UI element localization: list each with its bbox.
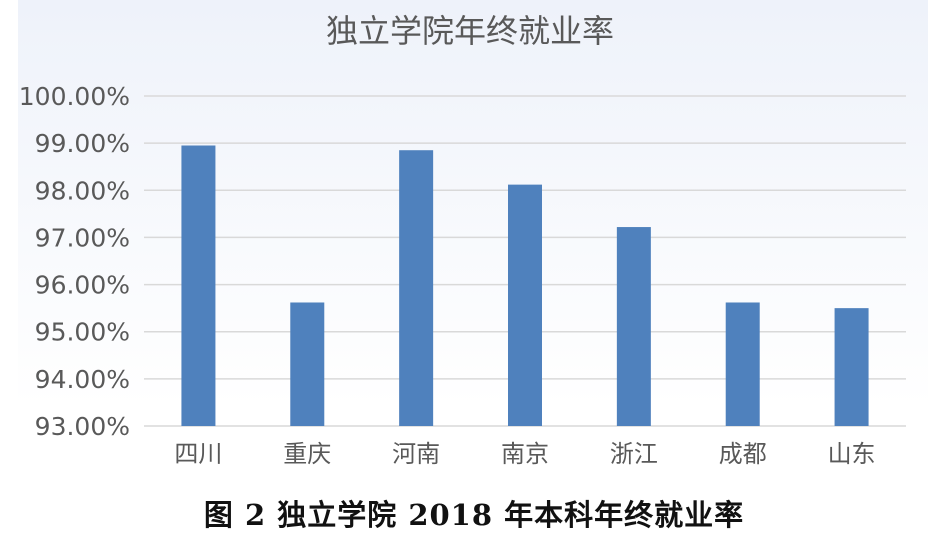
bar-重庆	[290, 302, 325, 426]
y-tick-label: 94.00%	[35, 365, 130, 394]
y-axis-ticks: 100.00% 99.00% 98.00% 97.00% 96.00% 95.00% 94.…	[19, 82, 130, 441]
x-tick-label: 山东	[828, 440, 876, 468]
x-tick-label: 浙江	[610, 440, 658, 468]
y-tick-label: 93.00%	[35, 412, 130, 441]
y-tick-label: 97.00%	[35, 223, 130, 252]
x-tick-label: 河南	[392, 440, 440, 468]
bars	[181, 145, 869, 426]
bar-山东	[834, 308, 869, 426]
bar-浙江	[616, 227, 651, 426]
x-axis-ticks: 四川 重庆 河南 南京 浙江 成都 山东	[174, 440, 875, 468]
x-tick-label: 南京	[501, 440, 549, 468]
bar-成都	[725, 302, 760, 426]
y-tick-label: 96.00%	[35, 271, 130, 300]
x-tick-label: 成都	[719, 440, 767, 468]
x-tick-label: 四川	[174, 440, 222, 468]
y-tick-label: 100.00%	[19, 82, 130, 111]
chart-panel: 独立学院年终就业率 100.00% 99.00% 98.00% 97.00% 96.00…	[18, 0, 928, 478]
chart-title: 独立学院年终就业率	[326, 12, 614, 50]
bar-chart: 独立学院年终就业率 100.00% 99.00% 98.00% 97.00% 96.00…	[19, 12, 906, 468]
y-tick-label: 95.00%	[35, 318, 130, 347]
figure-caption: 图 2 独立学院 2018 年本科年终就业率	[203, 498, 745, 532]
bar-河南	[399, 150, 434, 426]
bar-四川	[181, 145, 216, 426]
y-tick-label: 99.00%	[35, 129, 130, 158]
y-tick-label: 98.00%	[35, 176, 130, 205]
bar-南京	[508, 184, 542, 426]
x-tick-label: 重庆	[283, 440, 331, 468]
